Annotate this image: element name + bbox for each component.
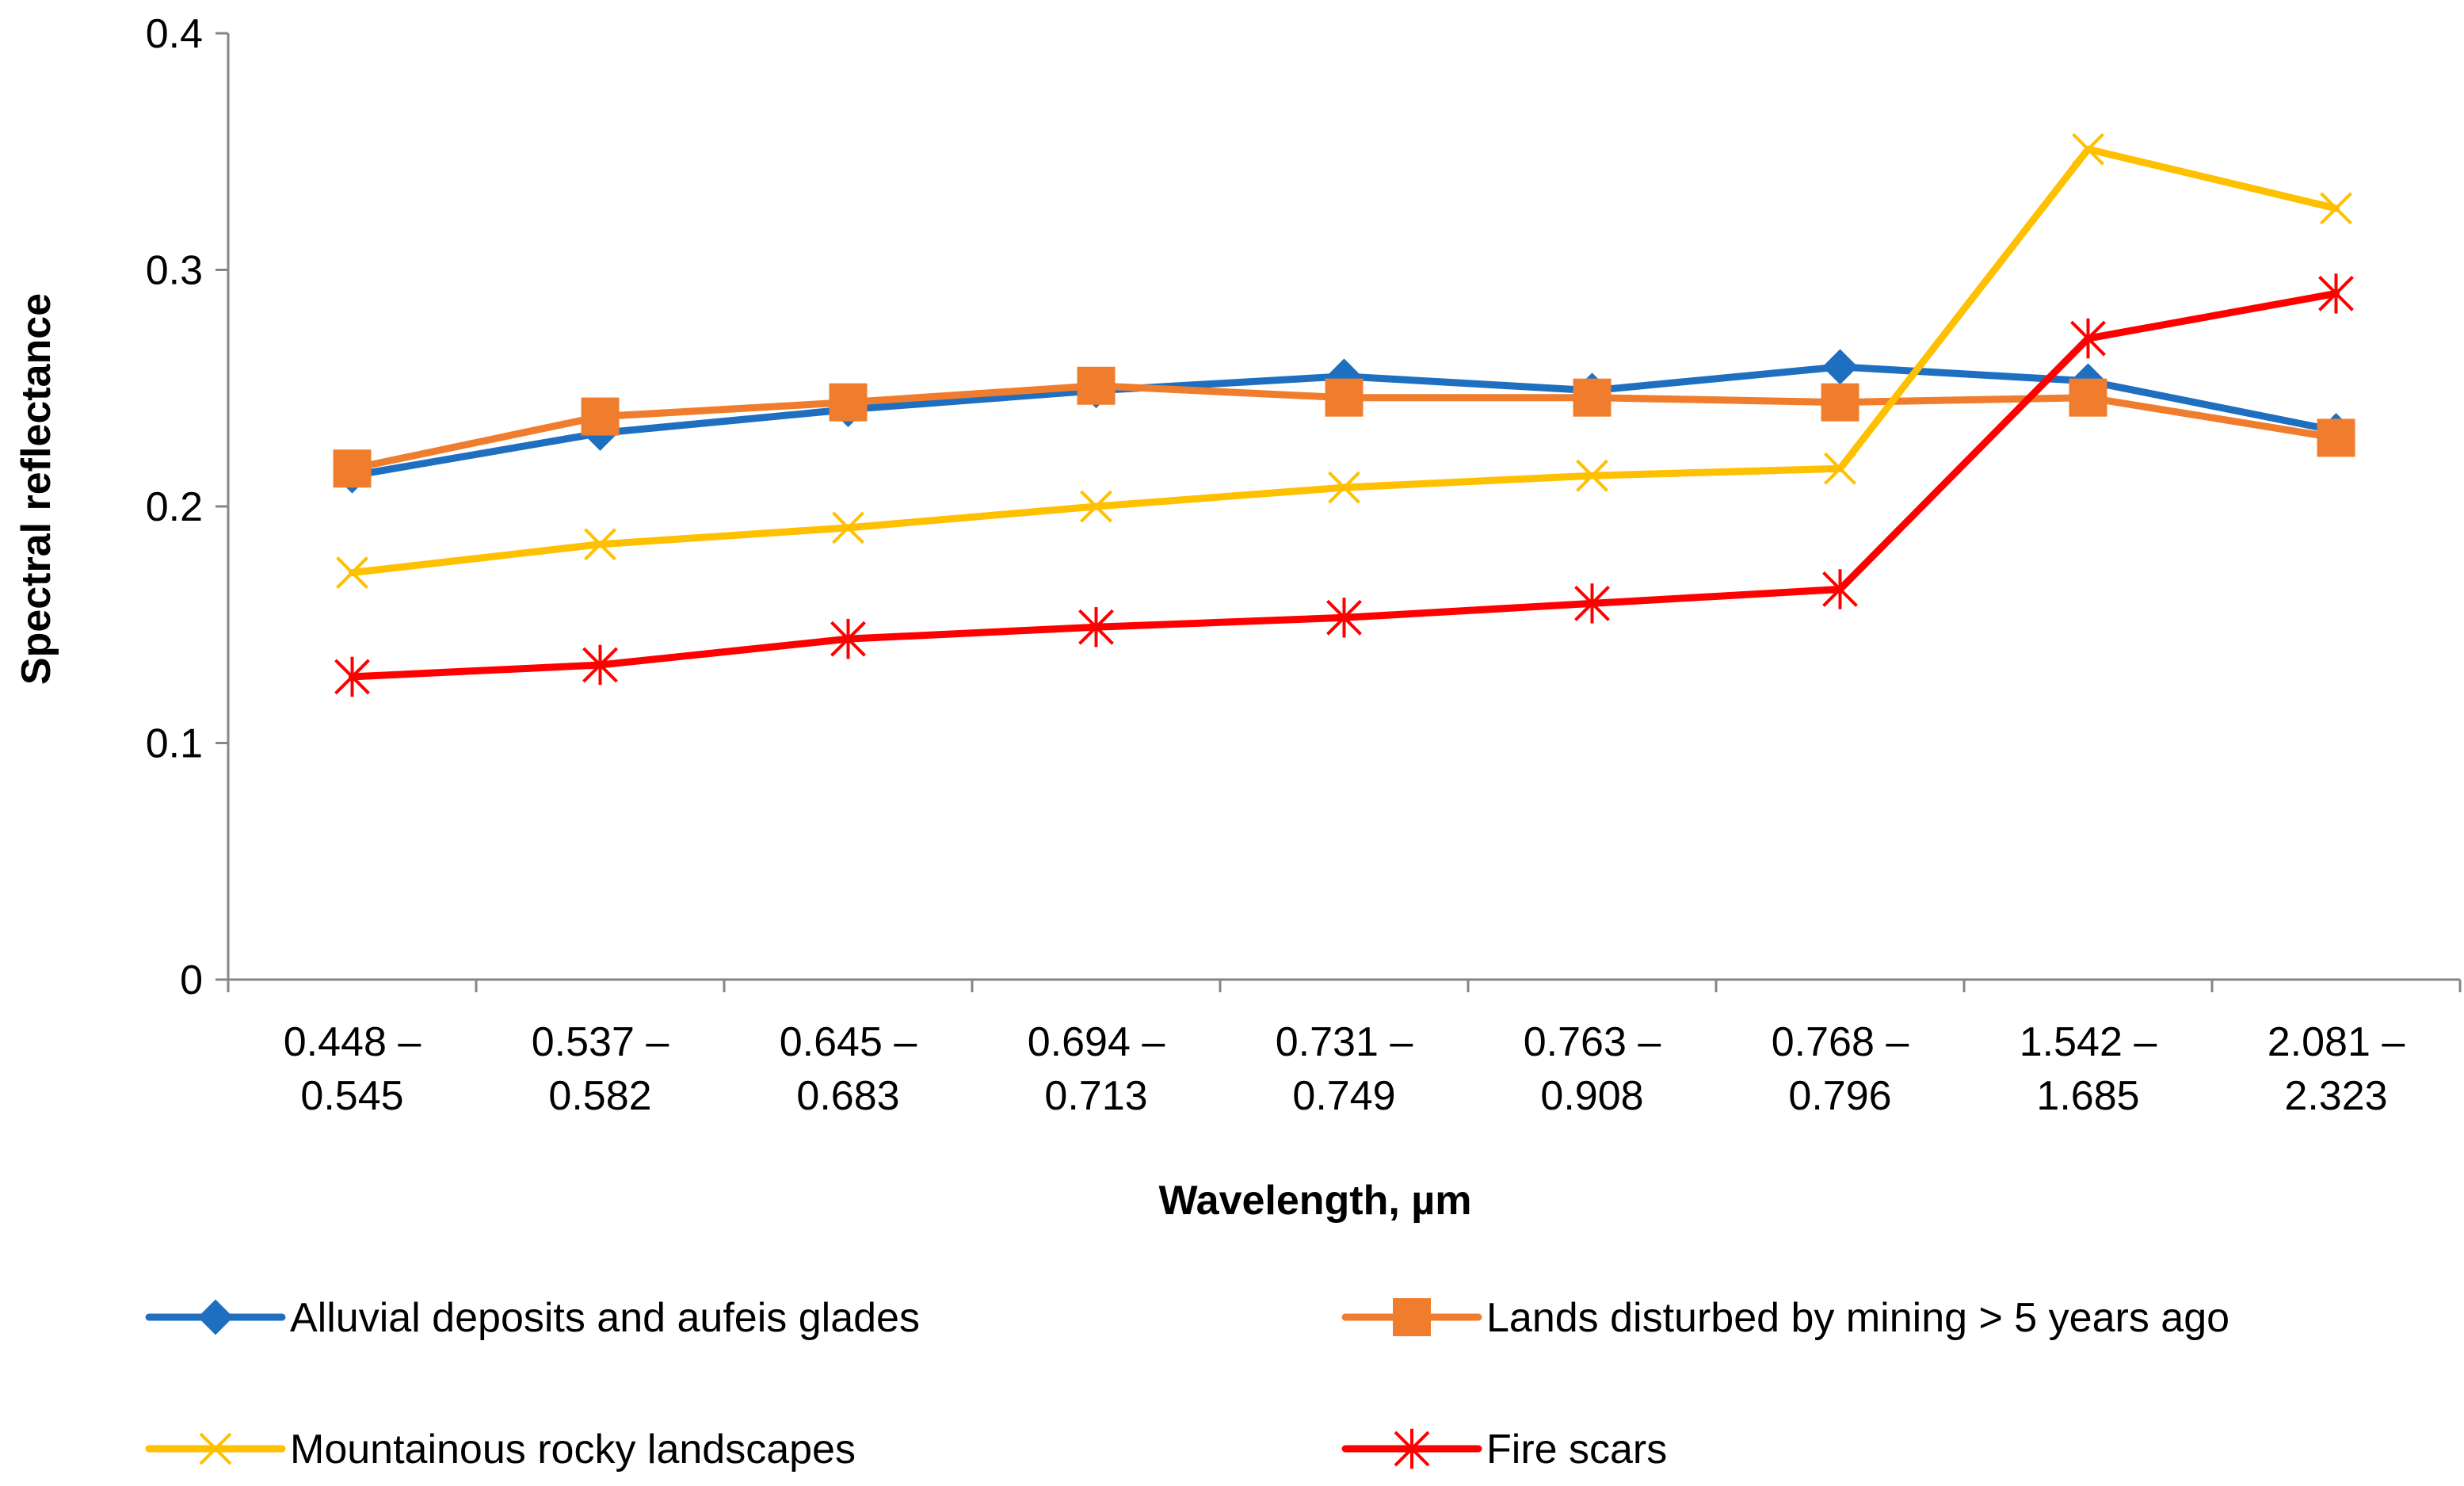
data-point: [1326, 598, 1362, 638]
data-point: [1325, 378, 1364, 417]
data-point: [1078, 607, 1114, 647]
data-point-stroke: [1328, 471, 1360, 504]
x-tick-label-line: 0.537 –: [532, 1019, 669, 1065]
data-point: [2072, 132, 2104, 166]
data-point: [1573, 378, 1612, 417]
legend: Alluvial deposits and aufeis glades Lands…: [145, 1295, 2229, 1473]
data-point: [2069, 378, 2107, 417]
x-tick-label-line: 2.323: [2284, 1073, 2387, 1119]
data-point: [2070, 318, 2106, 359]
series-1: [334, 349, 2354, 494]
data-point: [1821, 383, 1859, 422]
y-tick-label: 0.4: [146, 11, 203, 57]
legend-item: Alluvial deposits and aufeis glades: [145, 1295, 920, 1341]
data-point: [2317, 418, 2355, 457]
legend-marker: [197, 1299, 234, 1335]
x-tick-label-line: 0.683: [796, 1073, 899, 1119]
legend-label: Lands disturbed by mining > 5 years ago: [1486, 1295, 2229, 1341]
data-point-stroke: [2320, 192, 2352, 225]
data-point-stroke: [2072, 132, 2104, 166]
x-tick-label-line: 1.542 –: [2020, 1019, 2157, 1065]
data-point-stroke: [1824, 452, 1856, 485]
x-tick-label-line: 0.763 –: [1524, 1019, 1661, 1065]
data-point: [829, 383, 868, 422]
legend-label: Alluvial deposits and aufeis glades: [290, 1295, 920, 1341]
data-point: [2318, 273, 2354, 314]
data-point: [1824, 452, 1856, 485]
data-point: [2320, 192, 2352, 225]
y-tick-label: 0.3: [146, 248, 203, 294]
x-tick-label-line: 0.545: [300, 1073, 403, 1119]
legend-marker: [199, 1432, 232, 1465]
data-point: [581, 397, 620, 436]
series-4: [334, 273, 2354, 697]
data-point: [1080, 490, 1112, 523]
data-point: [1822, 569, 1858, 609]
data-point: [582, 644, 618, 686]
data-point: [1328, 471, 1360, 504]
data-point: [333, 449, 372, 488]
series-layer: [333, 132, 2355, 697]
legend-item: Fire scars: [1341, 1427, 1667, 1473]
x-tick-label: 0.731 – 0.749: [1276, 1019, 1413, 1119]
y-tick-labels: 0 0.1 0.2 0.3 0.4: [146, 11, 203, 1003]
x-tick-label: 0.645 – 0.683: [780, 1019, 917, 1119]
data-point: [1576, 459, 1608, 492]
y-tick-label: 0.2: [146, 484, 203, 530]
x-tick-label-line: 2.081 –: [2268, 1019, 2405, 1065]
x-tick-label-line: 0.731 –: [1276, 1019, 1413, 1065]
x-tick-label: 2.081 – 2.323: [2268, 1019, 2405, 1119]
data-point: [1077, 366, 1116, 405]
legend-marker: [1393, 1298, 1431, 1336]
y-tick-label: 0: [180, 957, 203, 1003]
x-tick-label-line: 1.685: [2036, 1073, 2139, 1119]
data-point-stroke: [1080, 490, 1112, 523]
legend-item: Mountainous rocky landscapes: [145, 1427, 856, 1473]
data-point: [1822, 349, 1858, 385]
data-point: [334, 656, 370, 697]
series-2: [333, 366, 2355, 488]
legend-marker: [1394, 1428, 1430, 1469]
data-point: [832, 511, 864, 544]
x-tick-label-line: 0.749: [1292, 1073, 1395, 1119]
legend-label: Mountainous rocky landscapes: [290, 1427, 856, 1473]
y-axis-title: Spectral reflectance: [13, 293, 59, 685]
data-point: [336, 556, 368, 589]
legend-label: Fire scars: [1486, 1427, 1667, 1473]
x-tick-label-line: 0.448 –: [284, 1019, 421, 1065]
x-tick-label-line: 0.768 –: [1772, 1019, 1909, 1065]
data-point: [1574, 583, 1610, 624]
x-tick-label-line: 0.908: [1540, 1073, 1643, 1119]
x-tick-label: 1.542 – 1.685: [2020, 1019, 2157, 1119]
x-tick-label: 0.768 – 0.796: [1772, 1019, 1909, 1119]
x-tick-label: 0.763 – 0.908: [1524, 1019, 1661, 1119]
data-point: [830, 618, 866, 659]
x-tick-label-line: 0.582: [548, 1073, 651, 1119]
x-tick-labels: 0.448 – 0.545 0.537 – 0.582 0.645 – 0.683 0.69…: [284, 1019, 2405, 1119]
data-point-stroke: [1576, 459, 1608, 492]
y-tick-label: 0.1: [146, 721, 203, 767]
legend-marker-stroke: [199, 1432, 232, 1465]
x-tick-label: 0.694 – 0.713: [1028, 1019, 1165, 1119]
series-3: [336, 132, 2352, 589]
legend-item: Lands disturbed by mining > 5 years ago: [1341, 1295, 2229, 1341]
x-tick-label-line: 0.645 –: [780, 1019, 917, 1065]
x-tick-label-line: 0.796: [1788, 1073, 1891, 1119]
x-tick-label-line: 0.694 –: [1028, 1019, 1165, 1065]
x-axis-title: Wavelength, µm: [1159, 1178, 1472, 1224]
data-point: [584, 528, 616, 561]
x-tick-label-line: 0.713: [1044, 1073, 1147, 1119]
data-point-stroke: [832, 511, 864, 544]
data-point-stroke: [336, 556, 368, 589]
data-point-stroke: [584, 528, 616, 561]
x-tick-label: 0.537 – 0.582: [532, 1019, 669, 1119]
x-tick-label: 0.448 – 0.545: [284, 1019, 421, 1119]
axes: [216, 32, 2462, 992]
